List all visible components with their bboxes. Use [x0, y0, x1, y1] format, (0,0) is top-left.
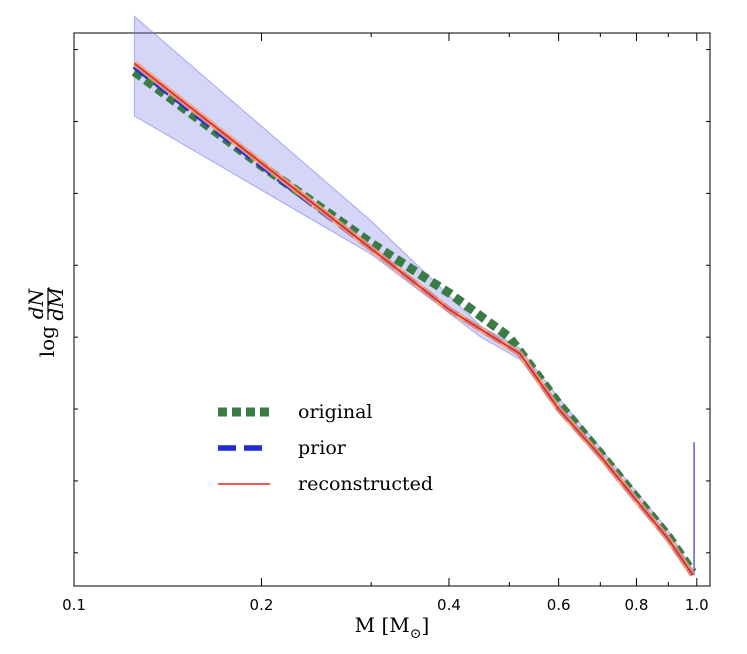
x-tick-label: 1.0 — [685, 596, 709, 614]
legend: original prior reconstructed — [218, 401, 433, 495]
series-layer — [131, 61, 697, 577]
y-axis-label: log dN dM — [24, 287, 68, 357]
legend-label-prior: prior — [298, 437, 347, 459]
y-axis-label-denominator: dM — [44, 287, 68, 321]
x-tick-label: 0.8 — [625, 596, 649, 614]
x-axis-label: M [M⊙] — [355, 613, 430, 642]
y-axis-label-prefix: log — [35, 326, 59, 357]
legend-label-original: original — [298, 401, 372, 423]
x-tick-label: 0.2 — [250, 596, 274, 614]
plot-frame — [73, 32, 711, 587]
y-axis-label-numerator: dN — [24, 287, 48, 319]
x-tick-label: 0.4 — [437, 596, 461, 614]
x-tick-label: 0.1 — [62, 596, 86, 614]
legend-label-reconstructed: reconstructed — [298, 473, 433, 495]
series-reconstructed — [133, 62, 694, 576]
x-tick-label: 0.6 — [547, 596, 571, 614]
tick-layer: 0.1 0.2 0.4 0.6 0.8 1.0 — [62, 33, 710, 614]
